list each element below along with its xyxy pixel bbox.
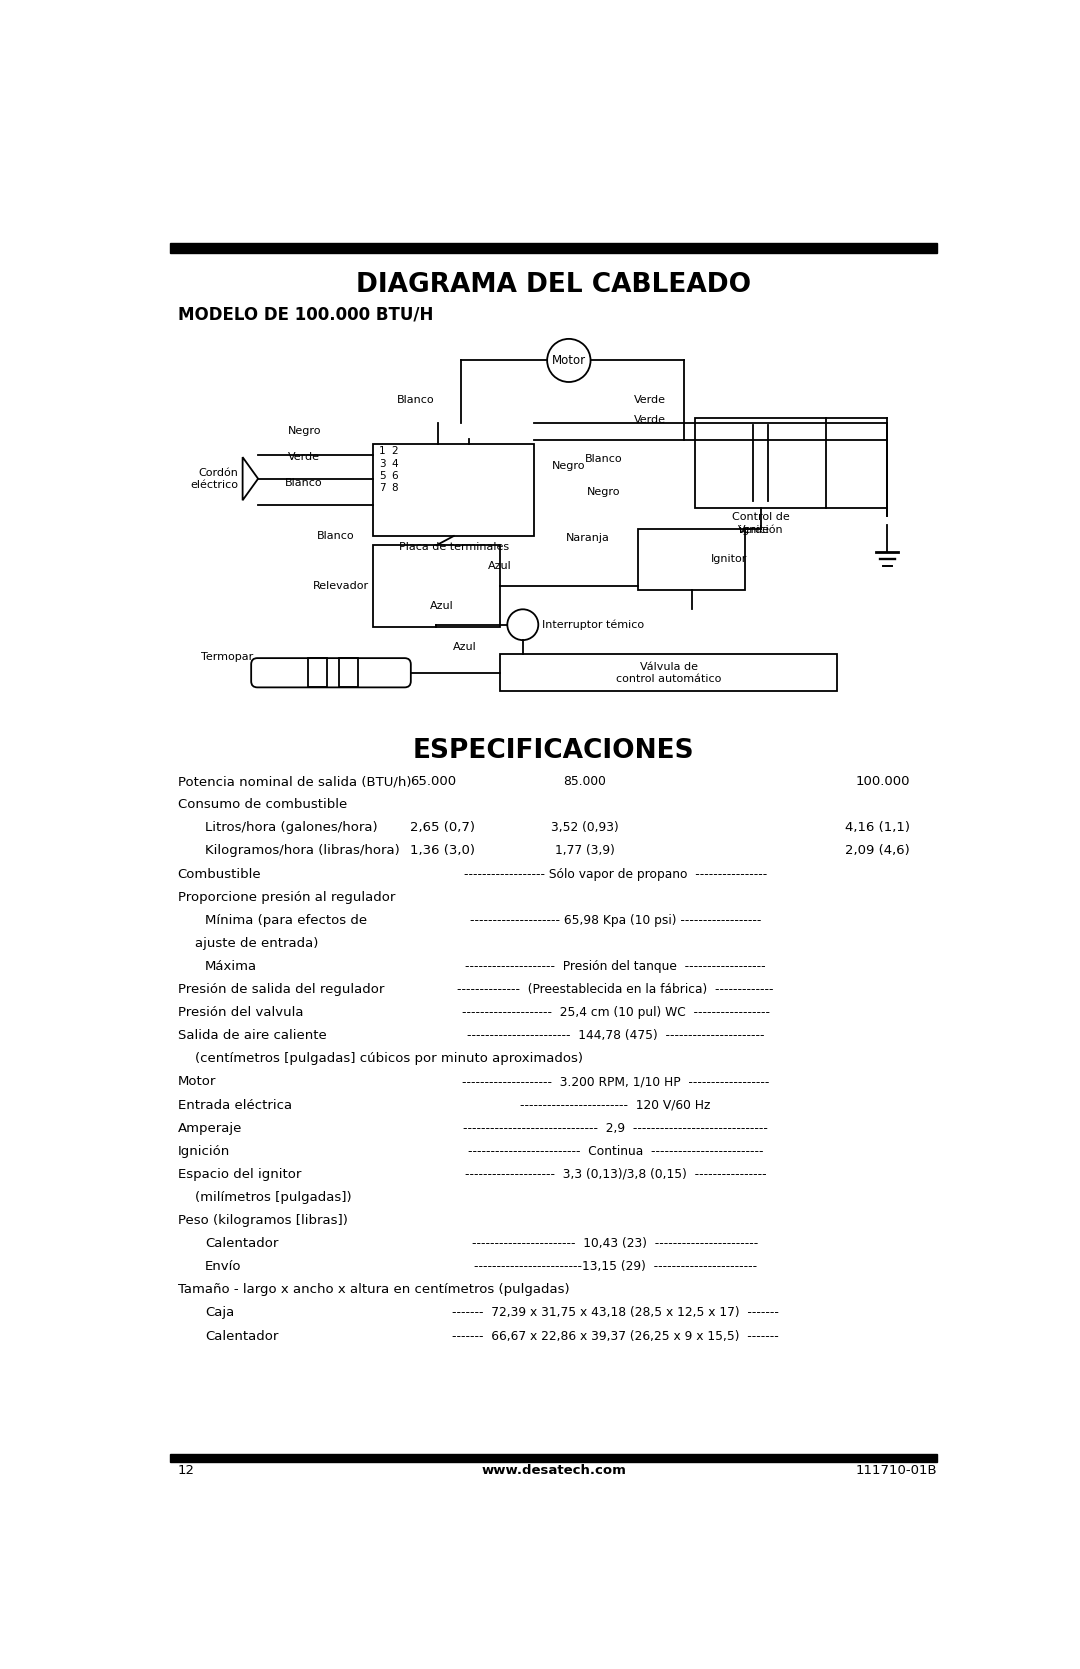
Text: Verde: Verde bbox=[633, 416, 665, 426]
Text: Blanco: Blanco bbox=[285, 477, 323, 487]
Text: -------------------------  Continua  -------------------------: ------------------------- Continua -----… bbox=[468, 1145, 764, 1158]
Text: Combustible: Combustible bbox=[177, 868, 261, 881]
Text: Amperaje: Amperaje bbox=[177, 1122, 242, 1135]
Text: --------------  (Preestablecida en la fábrica)  -------------: -------------- (Preestablecida en la fáb… bbox=[457, 983, 773, 996]
Text: Tamaño - largo x ancho x altura en centímetros (pulgadas): Tamaño - largo x ancho x altura en centí… bbox=[177, 1283, 569, 1297]
Text: Kilogramos/hora (libras/hora): Kilogramos/hora (libras/hora) bbox=[205, 845, 400, 858]
Text: Espacio del ignitor: Espacio del ignitor bbox=[177, 1168, 301, 1182]
Text: Negro: Negro bbox=[586, 487, 620, 497]
Text: 5: 5 bbox=[379, 471, 386, 481]
Bar bbox=[374, 546, 500, 626]
Text: Proporcione presión al regulador: Proporcione presión al regulador bbox=[177, 891, 395, 903]
Text: Verde: Verde bbox=[738, 526, 770, 536]
Bar bbox=[339, 658, 359, 688]
Text: www.desatech.com: www.desatech.com bbox=[481, 1464, 626, 1477]
Text: -----------------------  144,78 (475)  ----------------------: ----------------------- 144,78 (475) ---… bbox=[467, 1030, 765, 1041]
Text: Máxima: Máxima bbox=[205, 960, 257, 973]
Text: Potencia nominal de salida (BTU/h): Potencia nominal de salida (BTU/h) bbox=[177, 774, 411, 788]
Bar bbox=[308, 658, 327, 688]
Text: Caja: Caja bbox=[205, 1307, 234, 1320]
Text: Consumo de combustible: Consumo de combustible bbox=[177, 798, 347, 811]
Text: --------------------  Presión del tanque  ------------------: -------------------- Presión del tanque … bbox=[465, 960, 766, 973]
Text: 7: 7 bbox=[379, 484, 386, 494]
Text: Ignición: Ignición bbox=[177, 1145, 230, 1158]
Text: 3,52 (0,93): 3,52 (0,93) bbox=[551, 821, 619, 834]
Bar bbox=[170, 1454, 937, 1462]
Text: Negro: Negro bbox=[287, 426, 321, 436]
Text: Control de
ignición: Control de ignición bbox=[732, 512, 789, 536]
Text: 100.000: 100.000 bbox=[855, 774, 910, 788]
Text: Cordón: Cordón bbox=[199, 467, 239, 477]
Text: Entrada eléctrica: Entrada eléctrica bbox=[177, 1098, 292, 1112]
Text: Motor: Motor bbox=[552, 354, 586, 367]
Text: -------------------- 65,98 Kpa (10 psi) ------------------: -------------------- 65,98 Kpa (10 psi) … bbox=[470, 913, 761, 926]
Text: -------  72,39 x 31,75 x 43,18 (28,5 x 12,5 x 17)  -------: ------- 72,39 x 31,75 x 43,18 (28,5 x 12… bbox=[453, 1307, 779, 1320]
Text: -------  66,67 x 22,86 x 39,37 (26,25 x 9 x 15,5)  -------: ------- 66,67 x 22,86 x 39,37 (26,25 x 9… bbox=[453, 1330, 779, 1342]
Text: Relevador: Relevador bbox=[313, 581, 369, 591]
Text: 1: 1 bbox=[379, 446, 386, 456]
Text: (milímetros [pulgadas]): (milímetros [pulgadas]) bbox=[177, 1192, 351, 1203]
Text: Blanco: Blanco bbox=[584, 454, 622, 464]
Text: 12: 12 bbox=[177, 1464, 194, 1477]
Text: --------------------  3.200 RPM, 1/10 HP  ------------------: -------------------- 3.200 RPM, 1/10 HP … bbox=[462, 1075, 769, 1088]
Text: 65.000: 65.000 bbox=[410, 774, 456, 788]
Text: Blanco: Blanco bbox=[396, 396, 434, 406]
Text: Placa de terminales: Placa de terminales bbox=[399, 542, 509, 552]
Text: Blanco: Blanco bbox=[316, 531, 354, 541]
Text: Motor: Motor bbox=[177, 1075, 216, 1088]
Text: Interruptor témico: Interruptor témico bbox=[542, 619, 645, 629]
Text: Verde: Verde bbox=[288, 452, 320, 462]
Text: ------------------------13,15 (29)  -----------------------: ------------------------13,15 (29) -----… bbox=[474, 1260, 757, 1273]
Text: Presión del valvula: Presión del valvula bbox=[177, 1006, 303, 1020]
Text: Naranja: Naranja bbox=[566, 534, 610, 544]
Bar bbox=[374, 444, 535, 536]
Text: ------------------ Sólo vapor de propano  ----------------: ------------------ Sólo vapor de propano… bbox=[464, 868, 767, 881]
Text: Azul: Azul bbox=[430, 601, 454, 611]
Text: 111710-01B: 111710-01B bbox=[855, 1464, 937, 1477]
Text: Calentador: Calentador bbox=[205, 1330, 279, 1342]
Text: Salida de aire caliente: Salida de aire caliente bbox=[177, 1030, 326, 1041]
Text: Termopar: Termopar bbox=[201, 653, 254, 663]
Bar bbox=[696, 417, 826, 509]
Text: 1,77 (3,9): 1,77 (3,9) bbox=[554, 845, 615, 858]
Text: ------------------------  120 V/60 Hz: ------------------------ 120 V/60 Hz bbox=[521, 1098, 711, 1112]
Text: 1,36 (3,0): 1,36 (3,0) bbox=[410, 845, 475, 858]
Text: 2,09 (4,6): 2,09 (4,6) bbox=[846, 845, 910, 858]
Text: Peso (kilogramos [libras]): Peso (kilogramos [libras]) bbox=[177, 1213, 348, 1227]
Text: 8: 8 bbox=[392, 484, 399, 494]
Text: Azul: Azul bbox=[487, 561, 511, 571]
Text: 2,65 (0,7): 2,65 (0,7) bbox=[410, 821, 475, 834]
Text: 3: 3 bbox=[379, 459, 386, 469]
Text: ajuste de entrada): ajuste de entrada) bbox=[177, 936, 318, 950]
Text: --------------------  25,4 cm (10 pul) WC  -----------------: -------------------- 25,4 cm (10 pul) WC… bbox=[461, 1006, 769, 1020]
Text: -----------------------  10,43 (23)  -----------------------: ----------------------- 10,43 (23) -----… bbox=[472, 1237, 758, 1250]
Text: Verde: Verde bbox=[633, 396, 665, 406]
Text: Presión de salida del regulador: Presión de salida del regulador bbox=[177, 983, 384, 996]
Text: eléctrico: eléctrico bbox=[191, 481, 239, 491]
Text: Mínima (para efectos de: Mínima (para efectos de bbox=[205, 913, 367, 926]
Text: Litros/hora (galones/hora): Litros/hora (galones/hora) bbox=[205, 821, 377, 834]
Text: 2: 2 bbox=[392, 446, 399, 456]
Text: Ignitor: Ignitor bbox=[711, 554, 747, 564]
Text: (centímetros [pulgadas] cúbicos por minuto aproximados): (centímetros [pulgadas] cúbicos por minu… bbox=[177, 1053, 582, 1065]
Text: Azul: Azul bbox=[453, 643, 476, 653]
Bar bbox=[638, 529, 745, 589]
Text: ------------------------------  2,9  ------------------------------: ------------------------------ 2,9 -----… bbox=[463, 1122, 768, 1135]
Text: 4,16 (1,1): 4,16 (1,1) bbox=[845, 821, 910, 834]
Text: ESPECIFICACIONES: ESPECIFICACIONES bbox=[413, 738, 694, 764]
Bar bbox=[500, 654, 837, 691]
Text: Calentador: Calentador bbox=[205, 1237, 279, 1250]
Text: Envío: Envío bbox=[205, 1260, 241, 1273]
Bar bbox=[170, 242, 937, 254]
Text: MODELO DE 100.000 BTU/H: MODELO DE 100.000 BTU/H bbox=[177, 305, 433, 324]
Text: 6: 6 bbox=[392, 471, 399, 481]
Text: Válvula de
control automático: Válvula de control automático bbox=[616, 661, 721, 684]
Text: 85.000: 85.000 bbox=[563, 774, 606, 788]
Text: 4: 4 bbox=[392, 459, 399, 469]
Text: DIAGRAMA DEL CABLEADO: DIAGRAMA DEL CABLEADO bbox=[356, 272, 751, 299]
Text: Negro: Negro bbox=[552, 461, 585, 471]
Text: --------------------  3,3 (0,13)/3,8 (0,15)  ----------------: -------------------- 3,3 (0,13)/3,8 (0,1… bbox=[464, 1168, 767, 1182]
